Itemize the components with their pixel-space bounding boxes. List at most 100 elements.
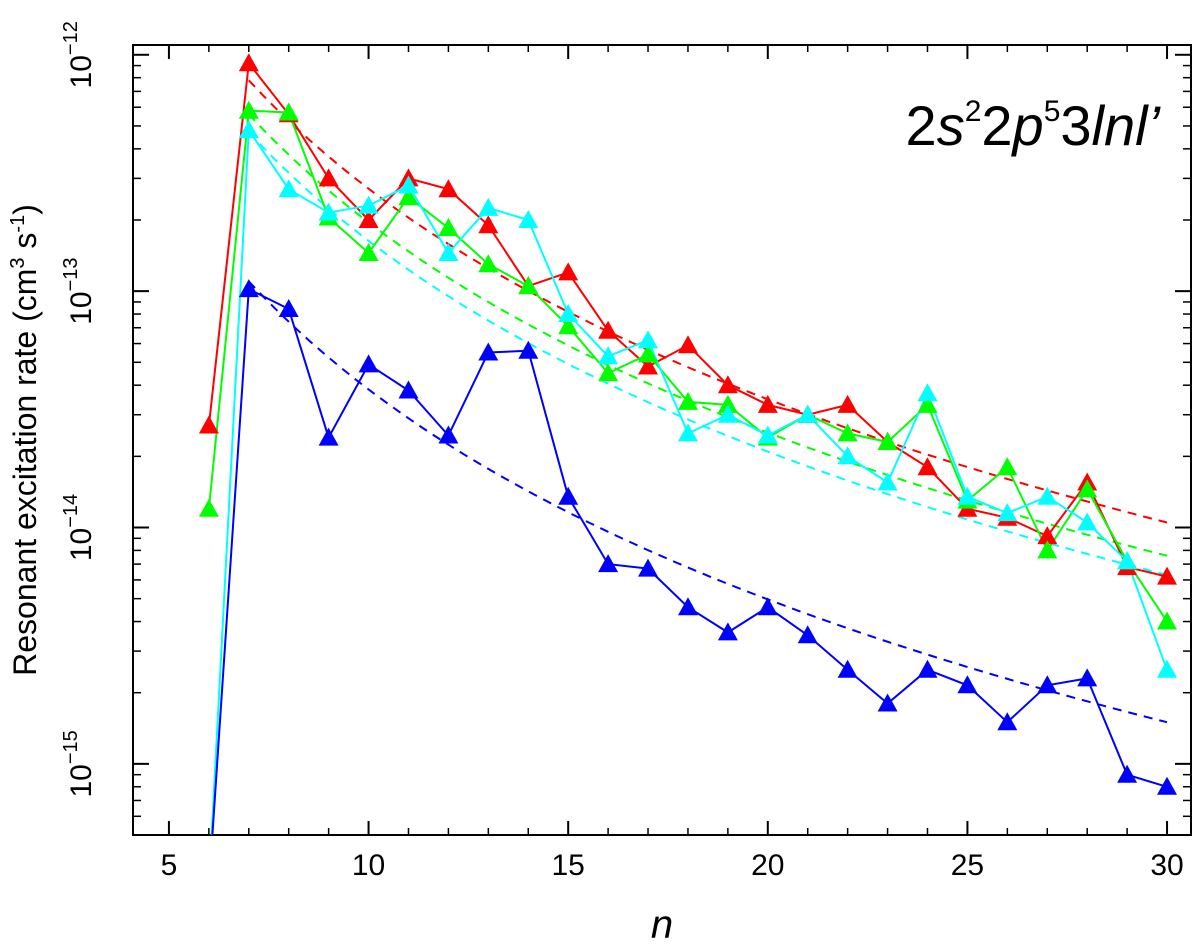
y-tick-exp: −13 xyxy=(60,257,82,291)
data-point-marker xyxy=(518,276,539,295)
data-point-marker xyxy=(678,597,698,616)
annot-part6: 5 xyxy=(1044,95,1061,128)
data-point-marker xyxy=(1157,776,1177,795)
data-point-marker xyxy=(278,179,299,198)
data-point-marker xyxy=(518,340,539,359)
y-tick-base: 10 xyxy=(65,528,98,561)
y-axis-title: Resonant excitation rate (cm3 s-1) xyxy=(7,204,43,676)
data-point-marker xyxy=(638,330,658,349)
data-point-marker xyxy=(1077,512,1098,531)
data-point-marker xyxy=(318,168,339,187)
fit-line xyxy=(248,79,1168,524)
annot-part8: lnl’ xyxy=(1092,94,1162,157)
data-point-marker xyxy=(877,472,898,491)
annot-part5: p xyxy=(1011,94,1044,157)
x-axis-title: n xyxy=(651,903,673,947)
y-tick-base: 10 xyxy=(65,55,98,88)
annot-part1: 2 xyxy=(906,94,937,157)
fit-line xyxy=(248,131,1168,576)
data-point-marker xyxy=(358,243,379,261)
data-point-marker xyxy=(757,597,778,616)
data-point-marker xyxy=(1117,551,1138,570)
data-point-marker xyxy=(198,498,219,517)
data-point-marker xyxy=(478,215,499,234)
data-point-marker xyxy=(877,693,898,712)
data-point-marker xyxy=(438,425,459,444)
data-point-marker xyxy=(1037,526,1058,545)
data-point-marker xyxy=(638,558,658,577)
data-point-marker xyxy=(558,486,579,505)
y-tick-exp: −14 xyxy=(60,494,82,528)
data-point-marker xyxy=(358,195,379,214)
plot-area xyxy=(132,44,1192,836)
fit-line xyxy=(248,280,1168,724)
data-point-marker xyxy=(717,622,738,641)
data-point-marker xyxy=(717,404,738,423)
data-point-marker xyxy=(1117,764,1138,783)
data-point-marker xyxy=(1037,540,1058,559)
data-point-marker xyxy=(837,423,858,442)
annot-part3: 2 xyxy=(965,95,982,128)
y-axis-title-mid: s xyxy=(7,233,43,258)
data-point-marker xyxy=(438,243,459,261)
data-point-marker xyxy=(398,380,419,399)
data-point-marker xyxy=(678,423,698,442)
data-point-marker xyxy=(638,344,658,363)
data-point-marker xyxy=(278,102,299,121)
x-tick-label: 25 xyxy=(951,849,984,882)
data-point-marker xyxy=(957,486,978,505)
data-point-marker xyxy=(198,415,219,434)
y-tick-label: 10−12 xyxy=(60,21,98,88)
data-point-marker xyxy=(478,342,499,361)
data-point-marker xyxy=(917,394,938,413)
data-point-marker xyxy=(398,175,419,194)
data-point-marker xyxy=(917,383,938,402)
data-point-marker xyxy=(438,179,459,198)
data-point-marker xyxy=(917,457,938,476)
data-point-marker xyxy=(318,427,339,446)
data-point-marker xyxy=(757,425,778,444)
fit-line xyxy=(248,113,1168,557)
data-point-marker xyxy=(318,202,339,221)
x-tick-label: 20 xyxy=(751,849,784,882)
data-point-marker xyxy=(238,100,259,119)
y-tick-exp: −12 xyxy=(60,21,82,55)
data-point-marker xyxy=(558,262,579,281)
data-point-marker xyxy=(438,218,459,236)
data-point-marker xyxy=(757,394,778,413)
annot-part4: 2 xyxy=(981,94,1012,157)
data-point-marker xyxy=(917,659,938,678)
x-tick-label: 30 xyxy=(1150,849,1183,882)
data-point-marker xyxy=(837,659,858,678)
annot-part2: s xyxy=(937,94,965,157)
data-point-marker xyxy=(717,375,738,394)
y-axis-title-main: Resonant excitation rate (cm xyxy=(7,269,43,676)
data-point-marker xyxy=(558,316,579,335)
y-tick-label: 10−14 xyxy=(60,494,98,561)
data-point-marker xyxy=(598,554,619,573)
data-point-marker xyxy=(278,299,299,317)
data-point-marker xyxy=(518,210,539,228)
y-tick-label: 10−13 xyxy=(60,257,98,324)
data-point-marker xyxy=(598,320,619,339)
data-point-marker xyxy=(238,53,259,72)
series-line xyxy=(207,109,1168,623)
data-point-marker xyxy=(717,394,738,413)
series-line xyxy=(210,127,1168,835)
data-point-marker xyxy=(837,446,858,465)
data-point-marker xyxy=(678,335,698,354)
y-tick-exp: −15 xyxy=(60,730,82,764)
y-tick-base: 10 xyxy=(65,291,98,324)
x-tick-label: 15 xyxy=(551,849,584,882)
data-point-marker xyxy=(1037,675,1058,694)
data-point-marker xyxy=(877,432,898,450)
data-point-marker xyxy=(837,394,858,413)
data-point-marker xyxy=(478,254,499,273)
data-point-marker xyxy=(1157,659,1177,678)
data-point-marker xyxy=(1077,668,1098,687)
data-point-marker xyxy=(238,120,259,139)
data-point-marker xyxy=(1077,479,1098,498)
data-point-marker xyxy=(997,712,1018,731)
annot-part7: 3 xyxy=(1060,94,1091,157)
